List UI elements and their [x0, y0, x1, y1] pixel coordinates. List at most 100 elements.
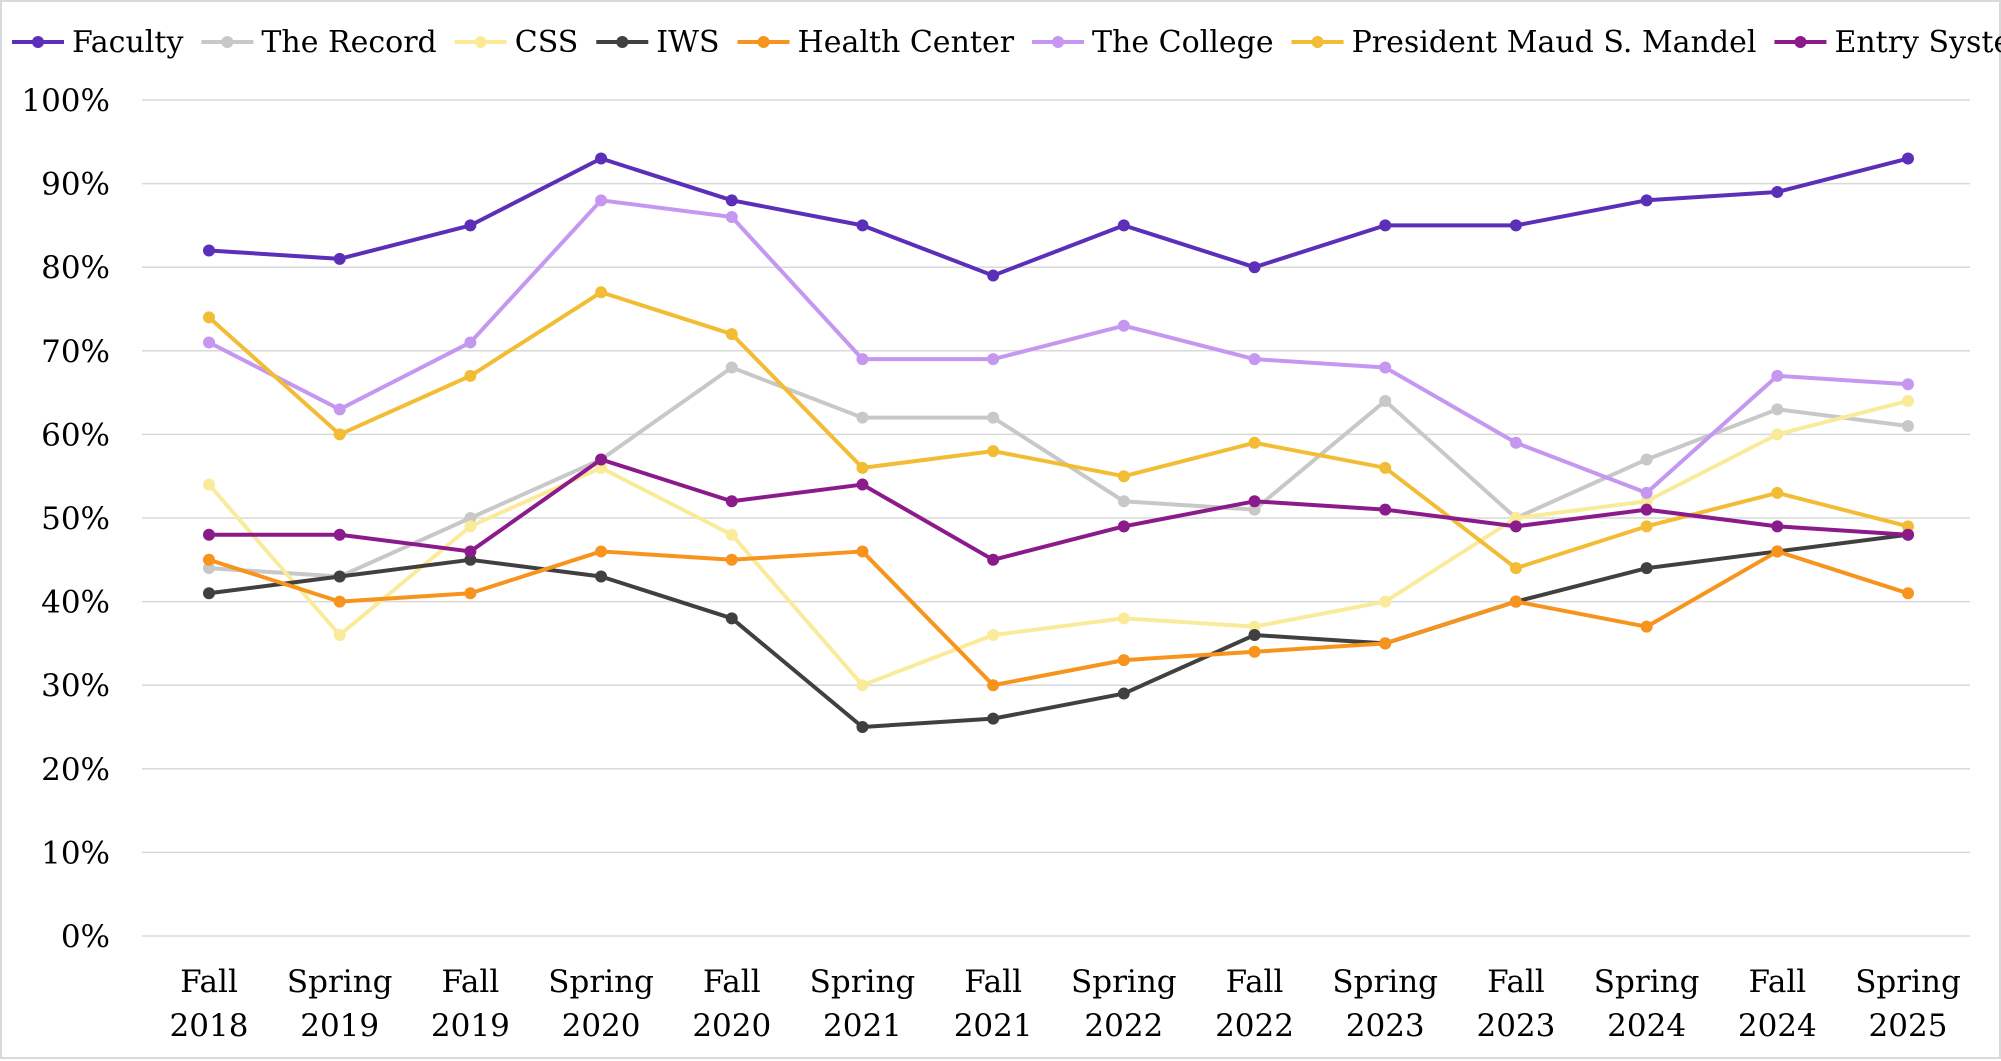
data-point-president-maud-s-mandel	[1509, 562, 1522, 575]
series-faculty	[203, 152, 1914, 282]
data-point-faculty	[1117, 219, 1130, 232]
x-tick-label: Fall 2019	[431, 964, 510, 1044]
data-point-the-record	[1771, 403, 1784, 416]
y-tick-label: 20%	[41, 752, 110, 788]
data-point-faculty	[1509, 219, 1522, 232]
data-point-health-center	[595, 545, 608, 558]
data-point-css	[1771, 428, 1784, 441]
data-point-entry-system	[1902, 528, 1914, 541]
legend-label-faculty: Faculty	[72, 25, 183, 60]
data-point-the-college	[1379, 361, 1392, 374]
data-point-the-college	[333, 403, 346, 416]
data-point-entry-system	[1771, 520, 1784, 533]
data-point-health-center	[987, 679, 1000, 692]
legend-label-css: CSS	[515, 25, 579, 60]
data-point-css	[856, 679, 869, 692]
data-point-faculty	[1771, 185, 1784, 198]
legend-item-president-maud-s-mandel: President Maud S. Mandel	[1291, 25, 1756, 60]
legend-item-entry-system: Entry System	[1774, 25, 2001, 60]
data-point-entry-system	[203, 528, 215, 541]
data-point-the-record	[987, 411, 1000, 424]
data-point-the-record	[856, 411, 869, 424]
data-point-iws	[725, 612, 738, 625]
legend-marker-iws	[616, 36, 629, 48]
series-css	[203, 394, 1914, 692]
data-point-entry-system	[595, 453, 608, 466]
data-point-css	[203, 478, 215, 491]
data-point-iws	[203, 587, 215, 600]
data-point-css	[1509, 512, 1522, 524]
legend-item-health-center: Health Center	[737, 25, 1015, 60]
series-iws	[203, 528, 1914, 733]
data-point-the-record	[1902, 420, 1914, 433]
legend-label-the-record: The Record	[261, 25, 436, 60]
data-point-the-record	[1379, 394, 1392, 407]
legend-marker-faculty	[32, 36, 44, 48]
data-point-health-center	[1248, 645, 1261, 658]
data-point-the-college	[987, 353, 1000, 366]
data-point-css	[1248, 620, 1261, 633]
data-point-the-college	[856, 353, 869, 366]
data-point-faculty	[464, 219, 477, 232]
legend-label-iws: IWS	[656, 25, 719, 60]
data-point-president-maud-s-mandel	[725, 328, 738, 341]
data-point-president-maud-s-mandel	[1117, 470, 1130, 483]
x-tick-label: Fall 2022	[1215, 964, 1294, 1044]
data-point-health-center	[1640, 620, 1653, 633]
y-tick-label: 50%	[41, 501, 110, 537]
legend-label-entry-system: Entry System	[1834, 25, 2001, 60]
data-point-president-maud-s-mandel	[1379, 461, 1392, 474]
data-point-health-center	[1509, 595, 1522, 608]
series-line-health-center	[207, 549, 1910, 688]
legend-item-the-record: The Record	[201, 25, 437, 60]
data-point-entry-system	[1117, 520, 1130, 533]
data-point-the-college	[1509, 436, 1522, 449]
series-entry-system	[203, 453, 1914, 566]
data-point-entry-system	[333, 528, 346, 541]
x-tick-label: Fall 2023	[1476, 964, 1555, 1044]
y-tick-label: 70%	[41, 334, 110, 370]
series-line-the-record	[207, 365, 1910, 579]
series-the-college	[203, 194, 1914, 499]
series-line-faculty	[207, 156, 1910, 278]
x-tick-label: Fall 2020	[692, 964, 771, 1044]
legend-marker-health-center	[757, 36, 770, 48]
data-point-health-center	[1117, 654, 1130, 667]
y-tick-label: 40%	[41, 585, 110, 621]
gridlines	[142, 99, 1970, 937]
series-line-css	[207, 398, 1910, 688]
data-point-the-record	[464, 512, 477, 524]
data-point-the-college	[595, 194, 608, 207]
data-point-faculty	[1902, 152, 1914, 165]
legend-marker-president-maud-s-mandel	[1311, 36, 1324, 48]
data-point-iws	[987, 712, 1000, 725]
data-point-entry-system	[987, 553, 1000, 566]
data-point-faculty	[1640, 194, 1653, 207]
data-point-faculty	[333, 252, 346, 265]
series-health-center	[203, 545, 1914, 692]
data-point-entry-system	[856, 478, 869, 491]
data-point-the-record	[203, 562, 215, 575]
data-point-css	[1640, 495, 1653, 508]
x-axis: Fall 2018 Spring 2019 Fall 2019 Spring 2020 Fall…	[170, 964, 1961, 1044]
legend-label-the-college: The College	[1092, 25, 1274, 60]
x-tick-label: Spring 2023	[1332, 964, 1438, 1044]
series-line-entry-system	[207, 457, 1910, 562]
data-point-faculty	[1248, 261, 1261, 274]
series-group	[203, 152, 1914, 733]
data-point-health-center	[1902, 587, 1914, 600]
data-point-css	[595, 461, 608, 474]
series-line-president-maud-s-mandel	[207, 290, 1910, 571]
legend: Faculty The Record CSS IWS Health Center The …	[12, 25, 2001, 60]
data-point-css	[1379, 595, 1392, 608]
data-point-the-college	[464, 336, 477, 349]
data-point-the-record	[1640, 453, 1653, 466]
series-line-the-college	[207, 198, 1910, 495]
data-point-iws	[1640, 562, 1653, 575]
data-point-health-center	[1771, 545, 1784, 558]
legend-item-css: CSS	[454, 25, 579, 60]
legend-item-iws: IWS	[596, 25, 720, 60]
data-point-iws	[1117, 687, 1130, 700]
y-axis: 0% 10% 20% 30% 40% 50% 60% 70% 80% 90% 100%	[21, 83, 110, 955]
